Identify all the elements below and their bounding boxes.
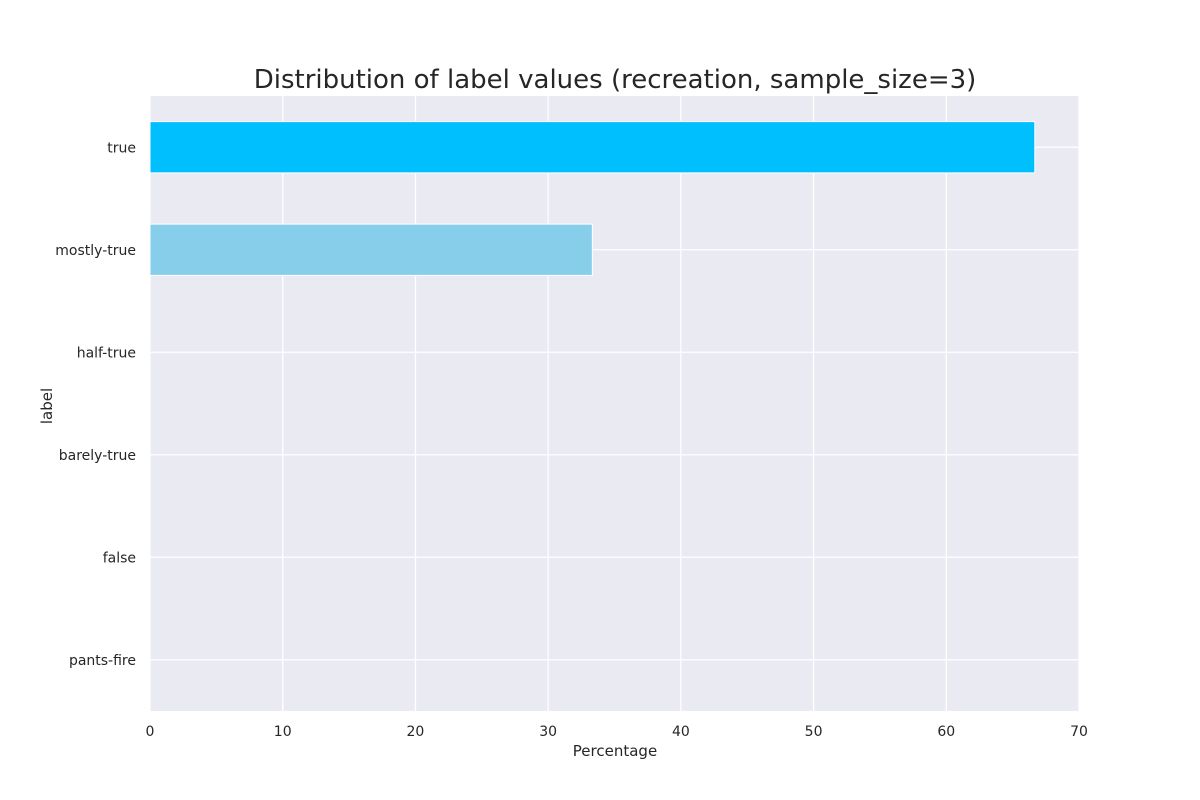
y-tick-label: pants-fire	[69, 653, 136, 669]
x-tick-label: 70	[1070, 724, 1088, 740]
y-tick-label: false	[103, 550, 136, 566]
plot-background	[150, 96, 1079, 711]
x-tick-label: 60	[937, 724, 955, 740]
x-tick-labels: 0 10 20 30 40 50 60 70	[146, 724, 1088, 740]
y-axis-label: label	[38, 388, 56, 424]
bar-true	[149, 121, 1036, 174]
y-tick-label: true	[107, 140, 136, 156]
y-tick-label: half-true	[77, 345, 136, 361]
bar-mostly-true	[149, 223, 593, 276]
x-tick-label: 50	[805, 724, 823, 740]
y-tick-label: mostly-true	[55, 243, 136, 259]
y-tick-label: barely-true	[59, 448, 136, 464]
x-tick-label: 0	[146, 724, 155, 740]
x-tick-label: 30	[539, 724, 557, 740]
x-tick-label: 10	[274, 724, 292, 740]
x-tick-label: 20	[407, 724, 425, 740]
chart-title: Distribution of label values (recreation…	[254, 65, 977, 95]
grid-lines	[149, 96, 1080, 711]
y-tick-labels: true mostly-true half-true barely-true false…	[55, 140, 136, 669]
x-tick-label: 40	[672, 724, 690, 740]
x-axis-label: Percentage	[573, 742, 657, 760]
bars	[149, 121, 1036, 276]
